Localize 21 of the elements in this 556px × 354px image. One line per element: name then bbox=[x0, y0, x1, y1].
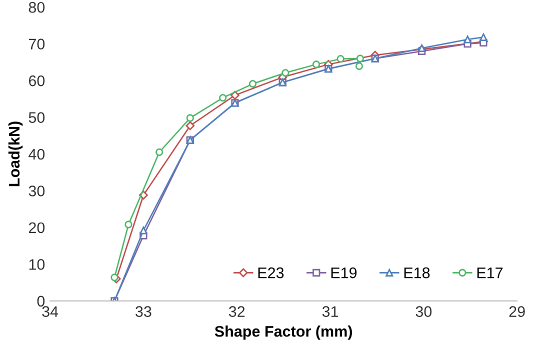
x-axis-title: Shape Factor (mm) bbox=[214, 326, 352, 340]
y-tick-label: 30 bbox=[28, 186, 45, 196]
y-tick-label: 20 bbox=[28, 222, 45, 234]
y-tick-label: 50 bbox=[28, 112, 45, 123]
x-tick-label: 34 bbox=[42, 306, 58, 317]
legend-label: E18 bbox=[404, 267, 430, 278]
x-tick-label: 31 bbox=[322, 306, 338, 317]
y-tick-label: 0 bbox=[37, 296, 45, 307]
x-tick-label: 29 bbox=[509, 306, 525, 317]
y-tick-label: 10 bbox=[29, 259, 45, 270]
legend-label: E17 bbox=[477, 268, 503, 278]
y-tick-label: 60 bbox=[28, 75, 45, 86]
y-tick-label: 80 bbox=[28, 2, 45, 13]
y-tick-label: 70 bbox=[28, 38, 45, 50]
x-tick-label: 33 bbox=[136, 306, 152, 317]
x-tick-label: 32 bbox=[228, 306, 245, 317]
legend-label: E19 bbox=[331, 267, 357, 278]
legend-label: E23 bbox=[258, 267, 284, 278]
x-tick-label: 30 bbox=[416, 306, 432, 317]
y-tick-label: 40 bbox=[28, 148, 45, 160]
y-axis-title: Load(kN) bbox=[8, 122, 23, 186]
